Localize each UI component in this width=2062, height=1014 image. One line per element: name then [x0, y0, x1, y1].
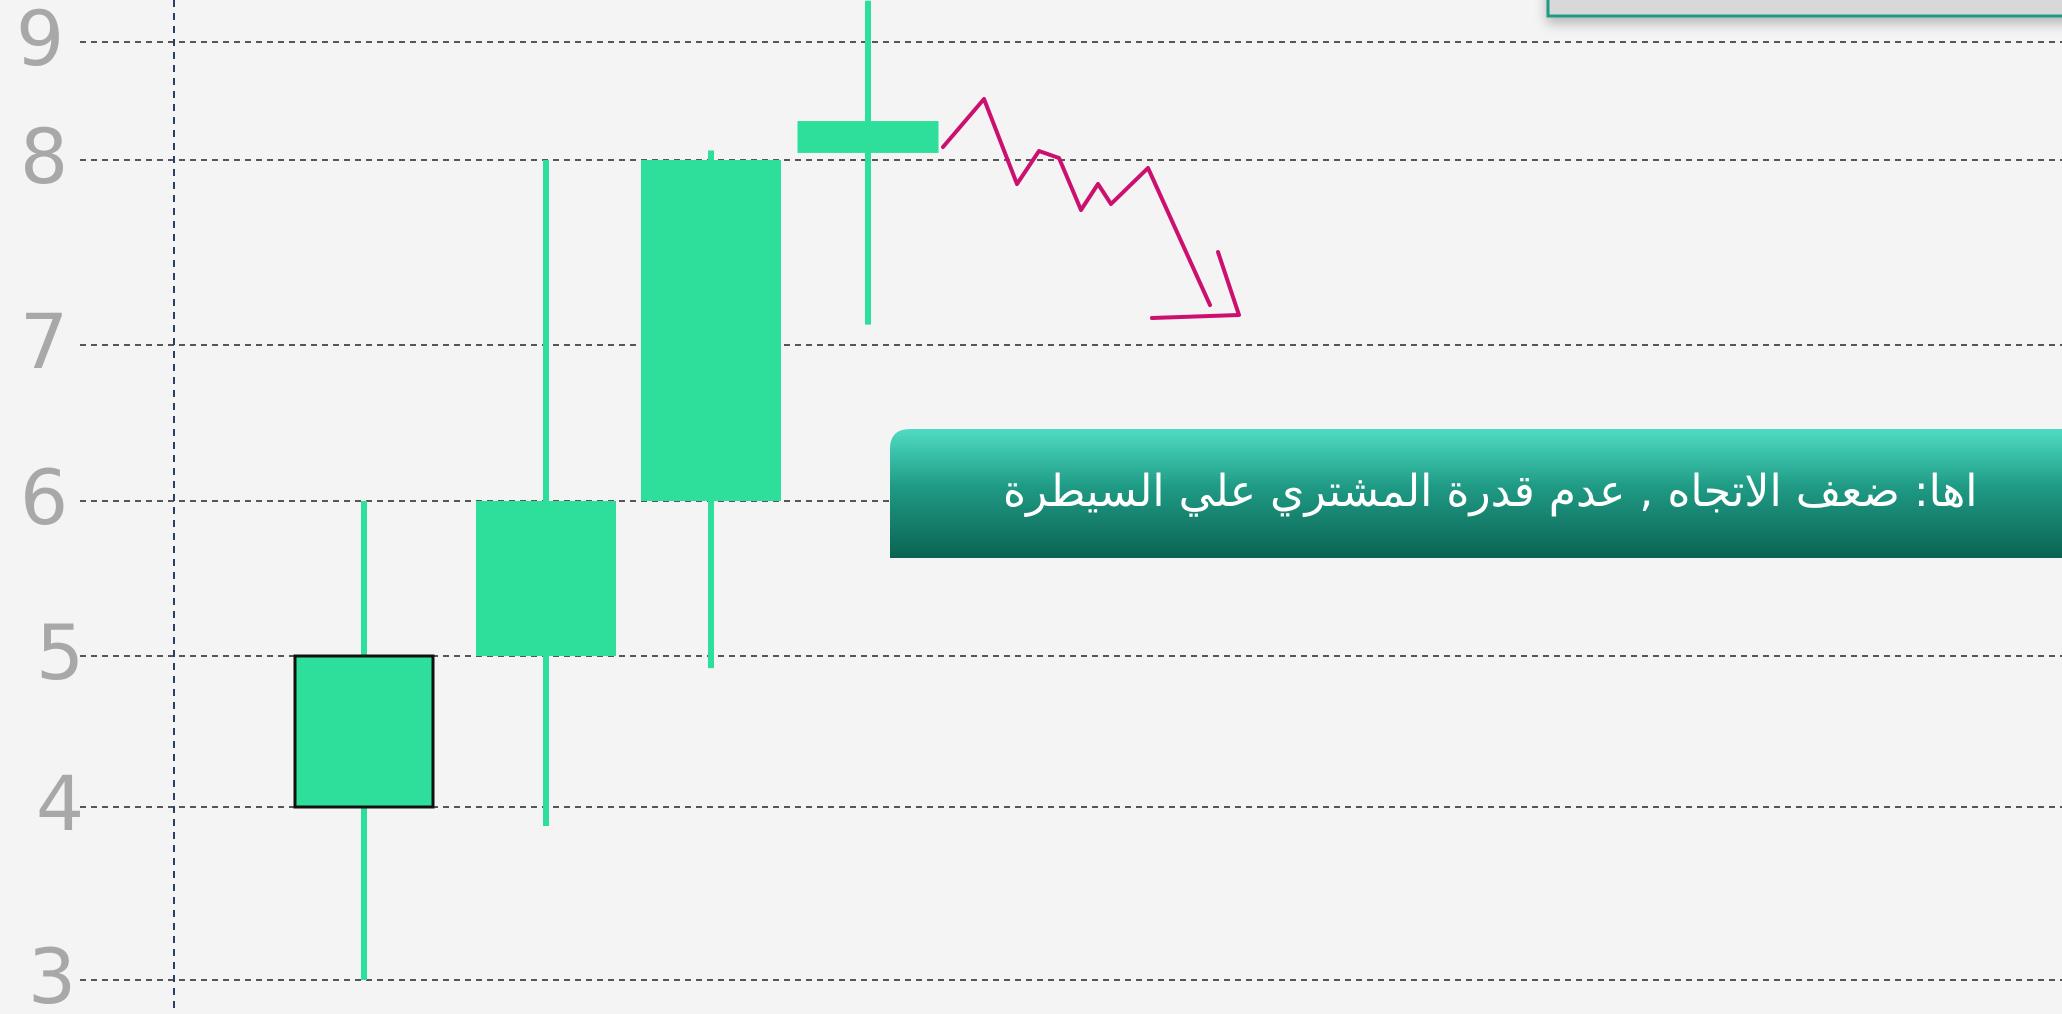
candle-body	[476, 501, 616, 656]
annotation-text: اها: ضعف الاتجاه , عدم قدرة المشتري علي …	[1003, 466, 1978, 517]
y-tick-label: 8	[20, 112, 68, 201]
candle-body	[641, 160, 781, 501]
arrow-head	[1150, 250, 1241, 320]
y-tick-label: 3	[28, 932, 76, 1014]
annotation-box	[890, 429, 2062, 558]
candle-body	[293, 654, 435, 809]
trend-arrow	[941, 97, 1212, 307]
y-tick-label: 5	[36, 608, 84, 697]
candle-body	[797, 121, 939, 153]
y-tick-label: 7	[20, 297, 68, 386]
y-tick-label: 4	[36, 759, 84, 848]
y-tick-label: 6	[20, 453, 68, 542]
y-tick-label: 9	[16, 0, 64, 83]
partial-box	[1546, 0, 2062, 18]
